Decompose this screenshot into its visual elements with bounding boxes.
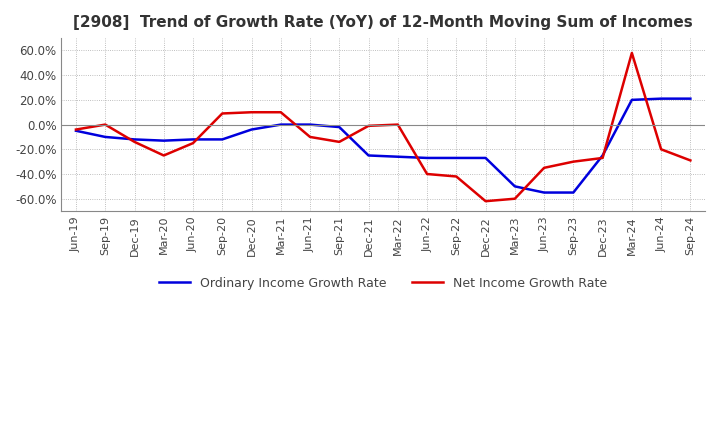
Net Income Growth Rate — [101, 122, 109, 127]
Net Income Growth Rate — [335, 139, 343, 144]
Ordinary Income Growth Rate — [276, 122, 285, 127]
Net Income Growth Rate — [481, 198, 490, 204]
Net Income Growth Rate — [364, 123, 373, 128]
Ordinary Income Growth Rate — [510, 184, 519, 189]
Line: Ordinary Income Growth Rate: Ordinary Income Growth Rate — [76, 99, 690, 193]
Ordinary Income Growth Rate — [686, 96, 695, 101]
Net Income Growth Rate — [423, 171, 431, 176]
Ordinary Income Growth Rate — [189, 137, 197, 142]
Net Income Growth Rate — [628, 50, 636, 55]
Net Income Growth Rate — [657, 147, 665, 152]
Ordinary Income Growth Rate — [159, 138, 168, 143]
Net Income Growth Rate — [159, 153, 168, 158]
Net Income Growth Rate — [686, 158, 695, 163]
Ordinary Income Growth Rate — [364, 153, 373, 158]
Ordinary Income Growth Rate — [394, 154, 402, 159]
Ordinary Income Growth Rate — [540, 190, 549, 195]
Net Income Growth Rate — [540, 165, 549, 170]
Legend: Ordinary Income Growth Rate, Net Income Growth Rate: Ordinary Income Growth Rate, Net Income … — [154, 272, 612, 295]
Net Income Growth Rate — [276, 110, 285, 115]
Ordinary Income Growth Rate — [72, 128, 81, 133]
Line: Net Income Growth Rate: Net Income Growth Rate — [76, 53, 690, 201]
Ordinary Income Growth Rate — [306, 122, 315, 127]
Ordinary Income Growth Rate — [130, 137, 139, 142]
Net Income Growth Rate — [394, 122, 402, 127]
Ordinary Income Growth Rate — [335, 125, 343, 130]
Net Income Growth Rate — [452, 174, 461, 179]
Title: [2908]  Trend of Growth Rate (YoY) of 12-Month Moving Sum of Incomes: [2908] Trend of Growth Rate (YoY) of 12-… — [73, 15, 693, 30]
Net Income Growth Rate — [598, 155, 607, 161]
Ordinary Income Growth Rate — [481, 155, 490, 161]
Ordinary Income Growth Rate — [423, 155, 431, 161]
Ordinary Income Growth Rate — [569, 190, 577, 195]
Ordinary Income Growth Rate — [101, 134, 109, 139]
Net Income Growth Rate — [130, 139, 139, 144]
Net Income Growth Rate — [569, 159, 577, 164]
Net Income Growth Rate — [189, 140, 197, 146]
Ordinary Income Growth Rate — [247, 127, 256, 132]
Net Income Growth Rate — [306, 134, 315, 139]
Ordinary Income Growth Rate — [218, 137, 227, 142]
Ordinary Income Growth Rate — [452, 155, 461, 161]
Net Income Growth Rate — [510, 196, 519, 202]
Ordinary Income Growth Rate — [657, 96, 665, 101]
Net Income Growth Rate — [72, 127, 81, 132]
Ordinary Income Growth Rate — [628, 97, 636, 103]
Ordinary Income Growth Rate — [598, 153, 607, 158]
Net Income Growth Rate — [247, 110, 256, 115]
Net Income Growth Rate — [218, 111, 227, 116]
